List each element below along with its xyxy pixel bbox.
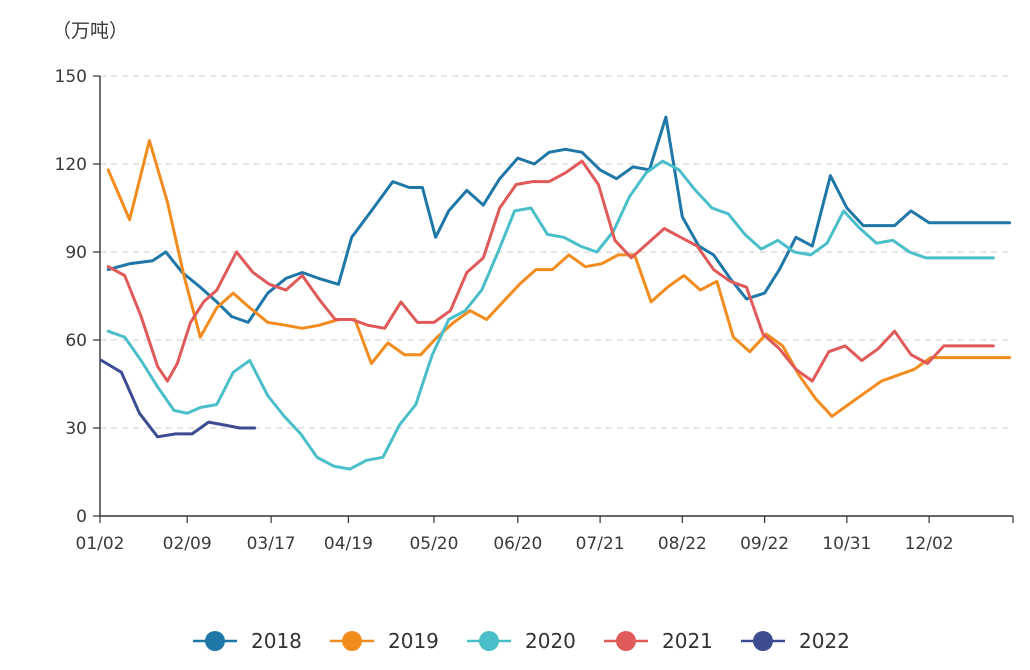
x-tick-label: 06/20 (493, 534, 542, 554)
x-tick-label: 01/02 (76, 534, 125, 554)
series-line-2021 (106, 159, 995, 383)
x-tick-label: 04/19 (324, 534, 373, 554)
legend-swatch-dot (342, 631, 362, 651)
x-tick-label: 05/20 (409, 534, 458, 554)
series-line-2018 (106, 115, 1012, 324)
x-tick-label: 08/22 (658, 534, 707, 554)
legend-swatch-dot (205, 631, 225, 651)
y-unit-label: （万吨） (52, 20, 128, 42)
axes: 0 30 60 90 120 150 01/02 02/09 03/17 04/19 05/20 06… (55, 67, 1014, 554)
legend-label: 2022 (799, 629, 850, 653)
legend-swatch-dot (616, 631, 636, 651)
x-tick-label: 03/17 (247, 534, 296, 554)
legend-swatch-dot (479, 631, 499, 651)
legend-item-2022: 2022 (741, 629, 850, 653)
legend-item-2021: 2021 (604, 629, 713, 653)
x-tick-label: 02/09 (163, 534, 212, 554)
series-line-2022 (100, 359, 257, 439)
y-tick-label: 150 (55, 67, 87, 87)
legend-label: 2018 (251, 629, 302, 653)
x-tick-label: 09/22 (740, 534, 789, 554)
y-tick-label: 60 (65, 331, 87, 351)
legend-swatch-dot (753, 631, 773, 651)
series-line-2019 (106, 139, 1012, 418)
legend-item-2018: 2018 (193, 629, 302, 653)
y-tick-label: 30 (65, 419, 87, 439)
legend-item-2019: 2019 (330, 629, 439, 653)
grid-lines (100, 75, 1013, 429)
legend-label: 2021 (662, 629, 713, 653)
y-tick-label: 120 (55, 155, 87, 175)
y-tick-label: 90 (65, 243, 87, 263)
series-line-2020 (106, 159, 995, 471)
legend: 2018 2019 2020 2021 2022 (193, 629, 850, 653)
x-tick-label: 10/31 (822, 534, 871, 554)
x-tick-label: 07/21 (576, 534, 625, 554)
legend-label: 2019 (388, 629, 439, 653)
y-tick-label: 0 (76, 507, 87, 527)
legend-label: 2020 (525, 629, 576, 653)
x-tick-label: 12/02 (905, 534, 954, 554)
legend-item-2020: 2020 (467, 629, 576, 653)
series-lines (100, 115, 1012, 471)
